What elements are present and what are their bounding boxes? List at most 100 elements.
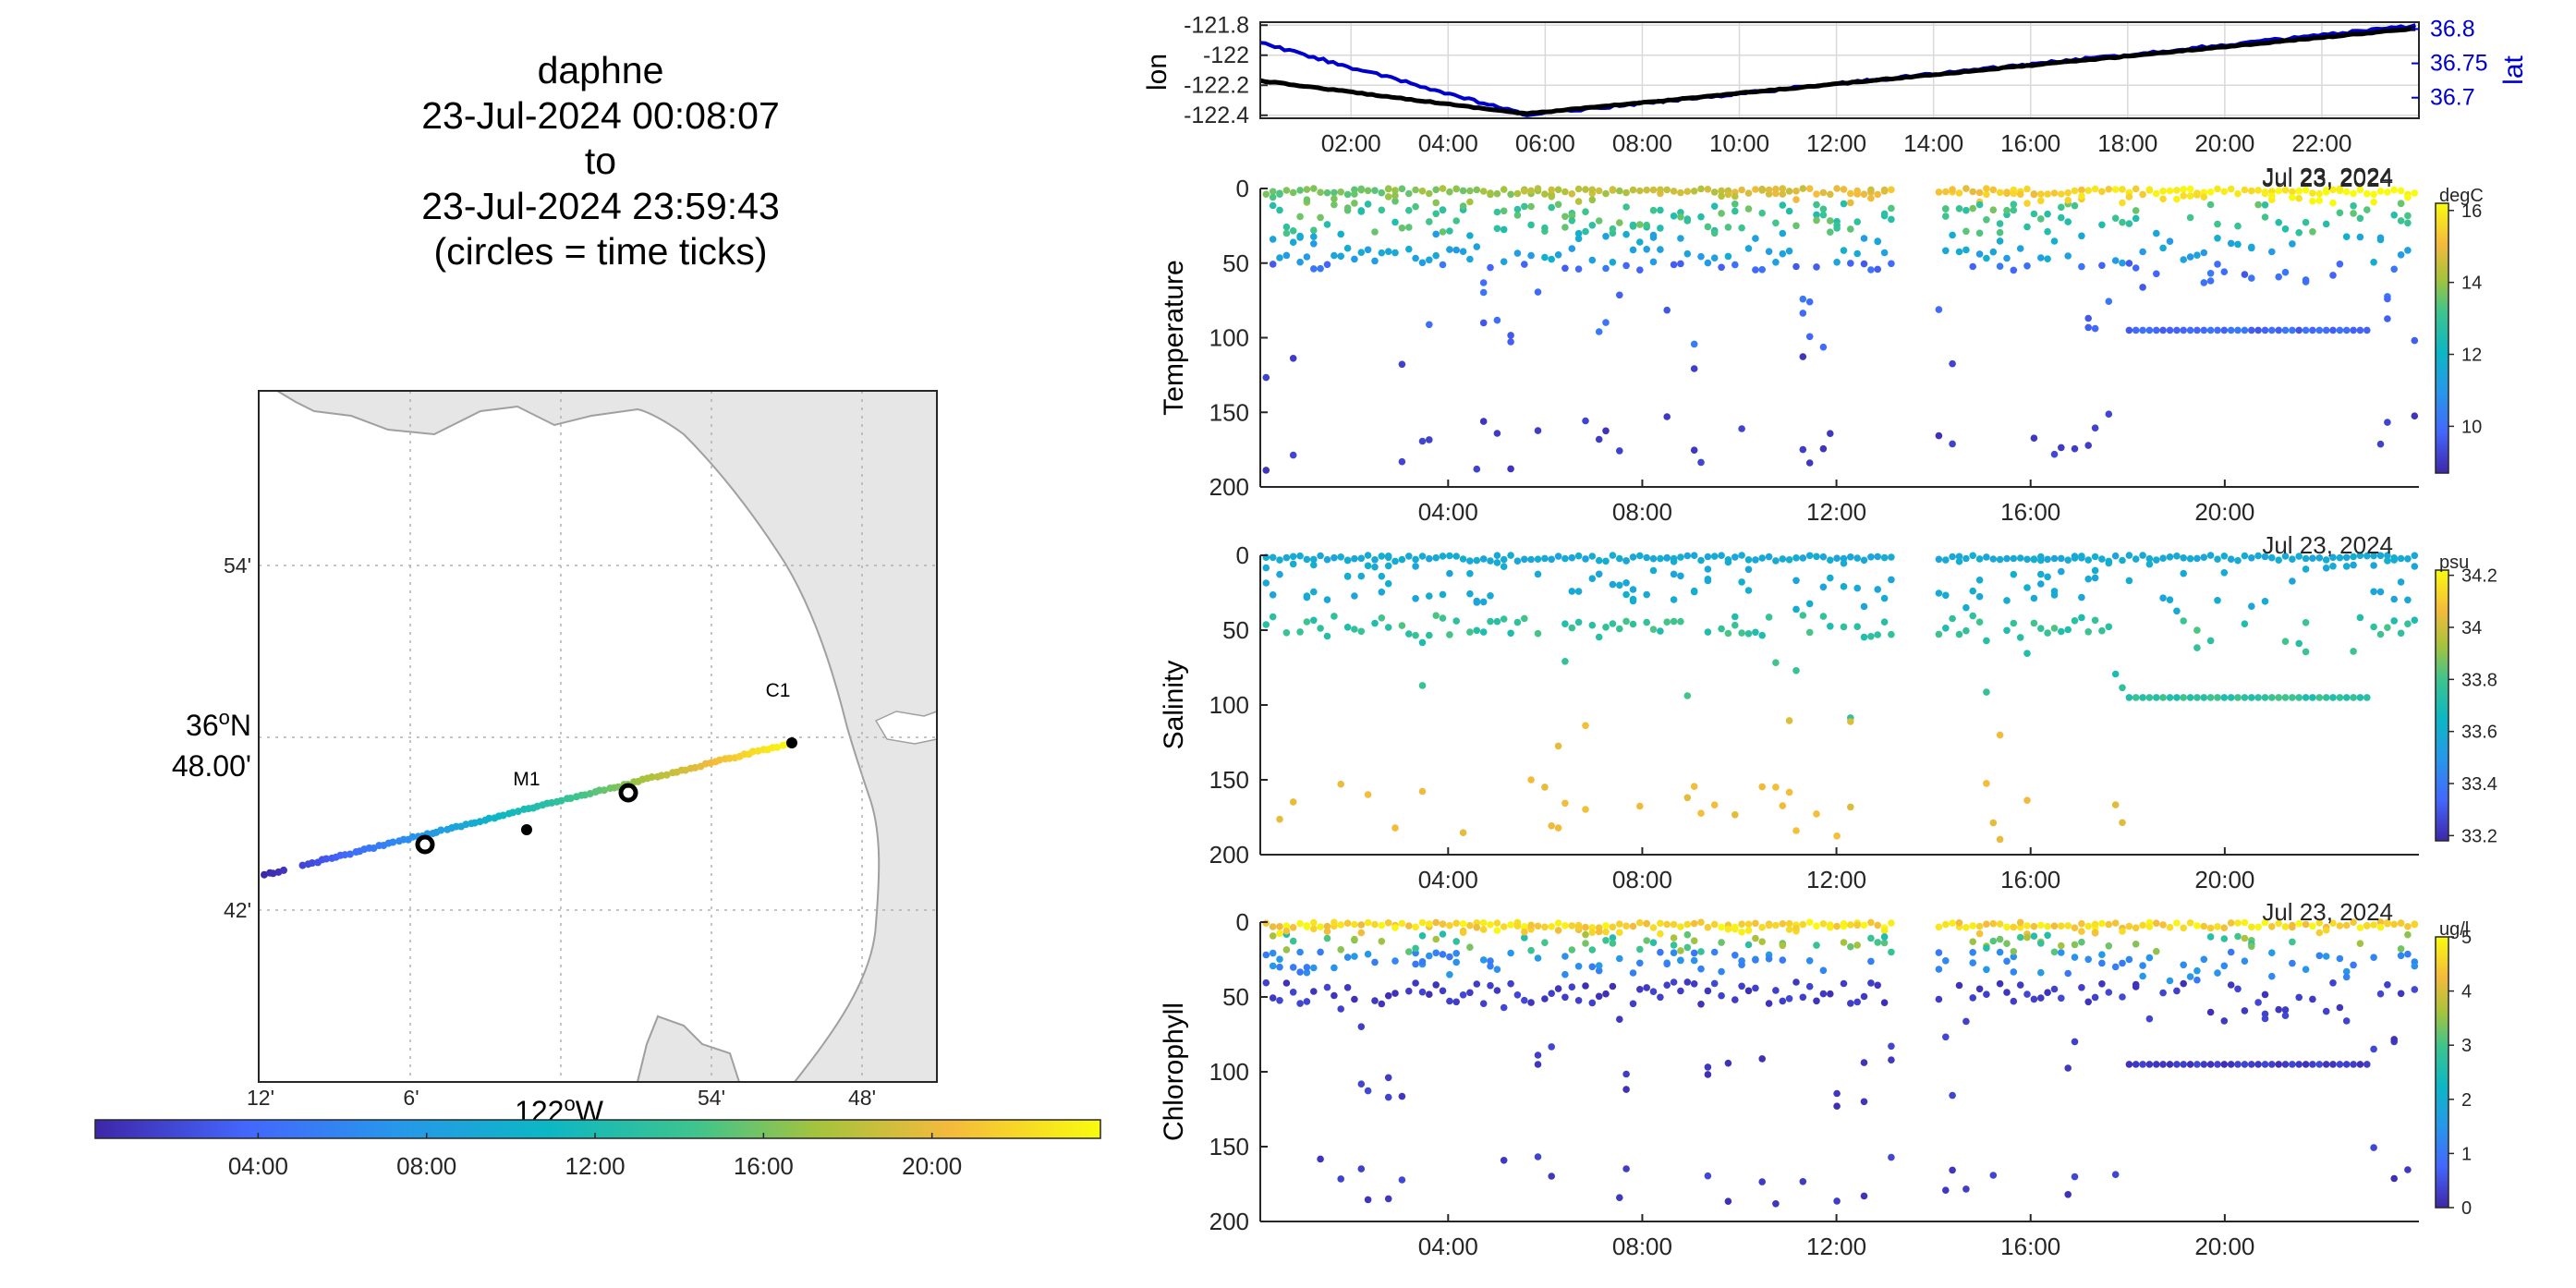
data-point bbox=[1983, 216, 1990, 224]
data-point bbox=[1799, 295, 1807, 303]
data-point bbox=[1867, 186, 1875, 194]
data-point bbox=[2058, 203, 2065, 212]
data-point bbox=[2200, 193, 2208, 200]
data-point bbox=[2206, 326, 2215, 334]
data-point bbox=[1860, 235, 1868, 242]
data-point bbox=[1805, 298, 1814, 306]
data-point bbox=[1507, 629, 1514, 638]
data-point bbox=[2370, 190, 2377, 199]
data-point bbox=[1446, 227, 1453, 235]
data-point bbox=[2050, 588, 2059, 595]
data-point bbox=[1568, 245, 1576, 252]
data-point bbox=[1622, 230, 1630, 238]
data-point bbox=[1412, 979, 1419, 987]
data-point bbox=[2145, 560, 2154, 568]
data-point bbox=[2180, 1061, 2187, 1068]
data-point bbox=[2030, 932, 2038, 940]
data-point bbox=[1860, 992, 1868, 1001]
data-point bbox=[1384, 579, 1392, 588]
data-point bbox=[1541, 190, 1549, 198]
data-point bbox=[2268, 326, 2276, 334]
data-point bbox=[1792, 605, 1800, 614]
data-point bbox=[1772, 1200, 1780, 1208]
data-point bbox=[1710, 229, 1719, 237]
data-point bbox=[1983, 920, 1990, 928]
data-point bbox=[1452, 617, 1460, 625]
data-point bbox=[1738, 224, 1745, 232]
data-point bbox=[1262, 373, 1270, 382]
data-point bbox=[2098, 959, 2106, 967]
data-point bbox=[1752, 956, 1759, 964]
data-point bbox=[2390, 265, 2398, 273]
map-lat-label-minutes: 48.00' bbox=[172, 749, 251, 783]
time-colorbar-gradient bbox=[94, 1119, 1101, 1139]
data-point bbox=[2214, 220, 2221, 228]
data-point bbox=[2281, 1012, 2290, 1019]
data-point bbox=[1847, 553, 1854, 561]
data-point bbox=[2037, 994, 2045, 1002]
data-point bbox=[1527, 202, 1535, 211]
data-point bbox=[1622, 617, 1630, 626]
data-point bbox=[1983, 254, 1990, 262]
data-point bbox=[1473, 243, 1481, 250]
data-point bbox=[1827, 556, 1834, 564]
data-point bbox=[2350, 918, 2357, 926]
data-point bbox=[2227, 981, 2235, 989]
position-x-tick-label: 16:00 bbox=[2000, 129, 2060, 157]
data-point bbox=[1616, 625, 1623, 633]
data-point bbox=[2329, 979, 2337, 987]
data-point bbox=[1663, 306, 1671, 314]
data-point bbox=[2098, 555, 2106, 563]
data-point bbox=[2322, 220, 2330, 228]
data-point bbox=[2350, 694, 2357, 701]
data-point bbox=[1649, 258, 1658, 266]
data-point bbox=[1371, 920, 1379, 929]
data-point bbox=[1405, 630, 1413, 638]
data-point bbox=[1779, 802, 1787, 809]
data-point bbox=[2342, 921, 2351, 930]
track-point bbox=[662, 771, 671, 779]
data-point bbox=[1670, 978, 1678, 986]
data-point bbox=[1792, 188, 1800, 195]
y-tick-label: 200 bbox=[1209, 841, 1249, 869]
data-point bbox=[1337, 946, 1344, 954]
data-point bbox=[2411, 986, 2419, 993]
data-point bbox=[1521, 934, 1528, 942]
data-point bbox=[1500, 615, 1508, 623]
data-point bbox=[2071, 201, 2079, 210]
data-point bbox=[2010, 948, 2018, 955]
data-point bbox=[1880, 594, 1889, 602]
data-point bbox=[2214, 326, 2221, 334]
data-point bbox=[2220, 268, 2229, 276]
data-point bbox=[2342, 563, 2351, 570]
data-point bbox=[1888, 630, 1895, 638]
data-point bbox=[2153, 947, 2160, 955]
track-point bbox=[462, 820, 470, 829]
data-point bbox=[2159, 921, 2167, 929]
data-point bbox=[2329, 553, 2337, 562]
data-point bbox=[2159, 244, 2167, 252]
data-point bbox=[1969, 552, 1976, 560]
data-point bbox=[1554, 742, 1562, 750]
data-point bbox=[1588, 196, 1597, 204]
data-point bbox=[1690, 365, 1698, 372]
data-point bbox=[1500, 207, 1508, 215]
data-point bbox=[1779, 249, 1787, 258]
data-point bbox=[2023, 922, 2031, 930]
data-point bbox=[2214, 1061, 2221, 1068]
data-point bbox=[2030, 619, 2038, 627]
data-point bbox=[1452, 950, 1460, 957]
track-point bbox=[600, 786, 608, 795]
data-point bbox=[1833, 1089, 1841, 1098]
data-point bbox=[2084, 628, 2092, 636]
data-point bbox=[1384, 562, 1392, 570]
data-point bbox=[2206, 1061, 2215, 1068]
data-point bbox=[1310, 240, 1318, 248]
data-point bbox=[1935, 431, 1943, 440]
data-point bbox=[1391, 924, 1399, 931]
data-point bbox=[2370, 1144, 2377, 1151]
data-point bbox=[2078, 186, 2085, 194]
data-point bbox=[2145, 554, 2154, 563]
data-point bbox=[1813, 997, 1820, 1005]
data-point bbox=[2336, 1061, 2344, 1068]
